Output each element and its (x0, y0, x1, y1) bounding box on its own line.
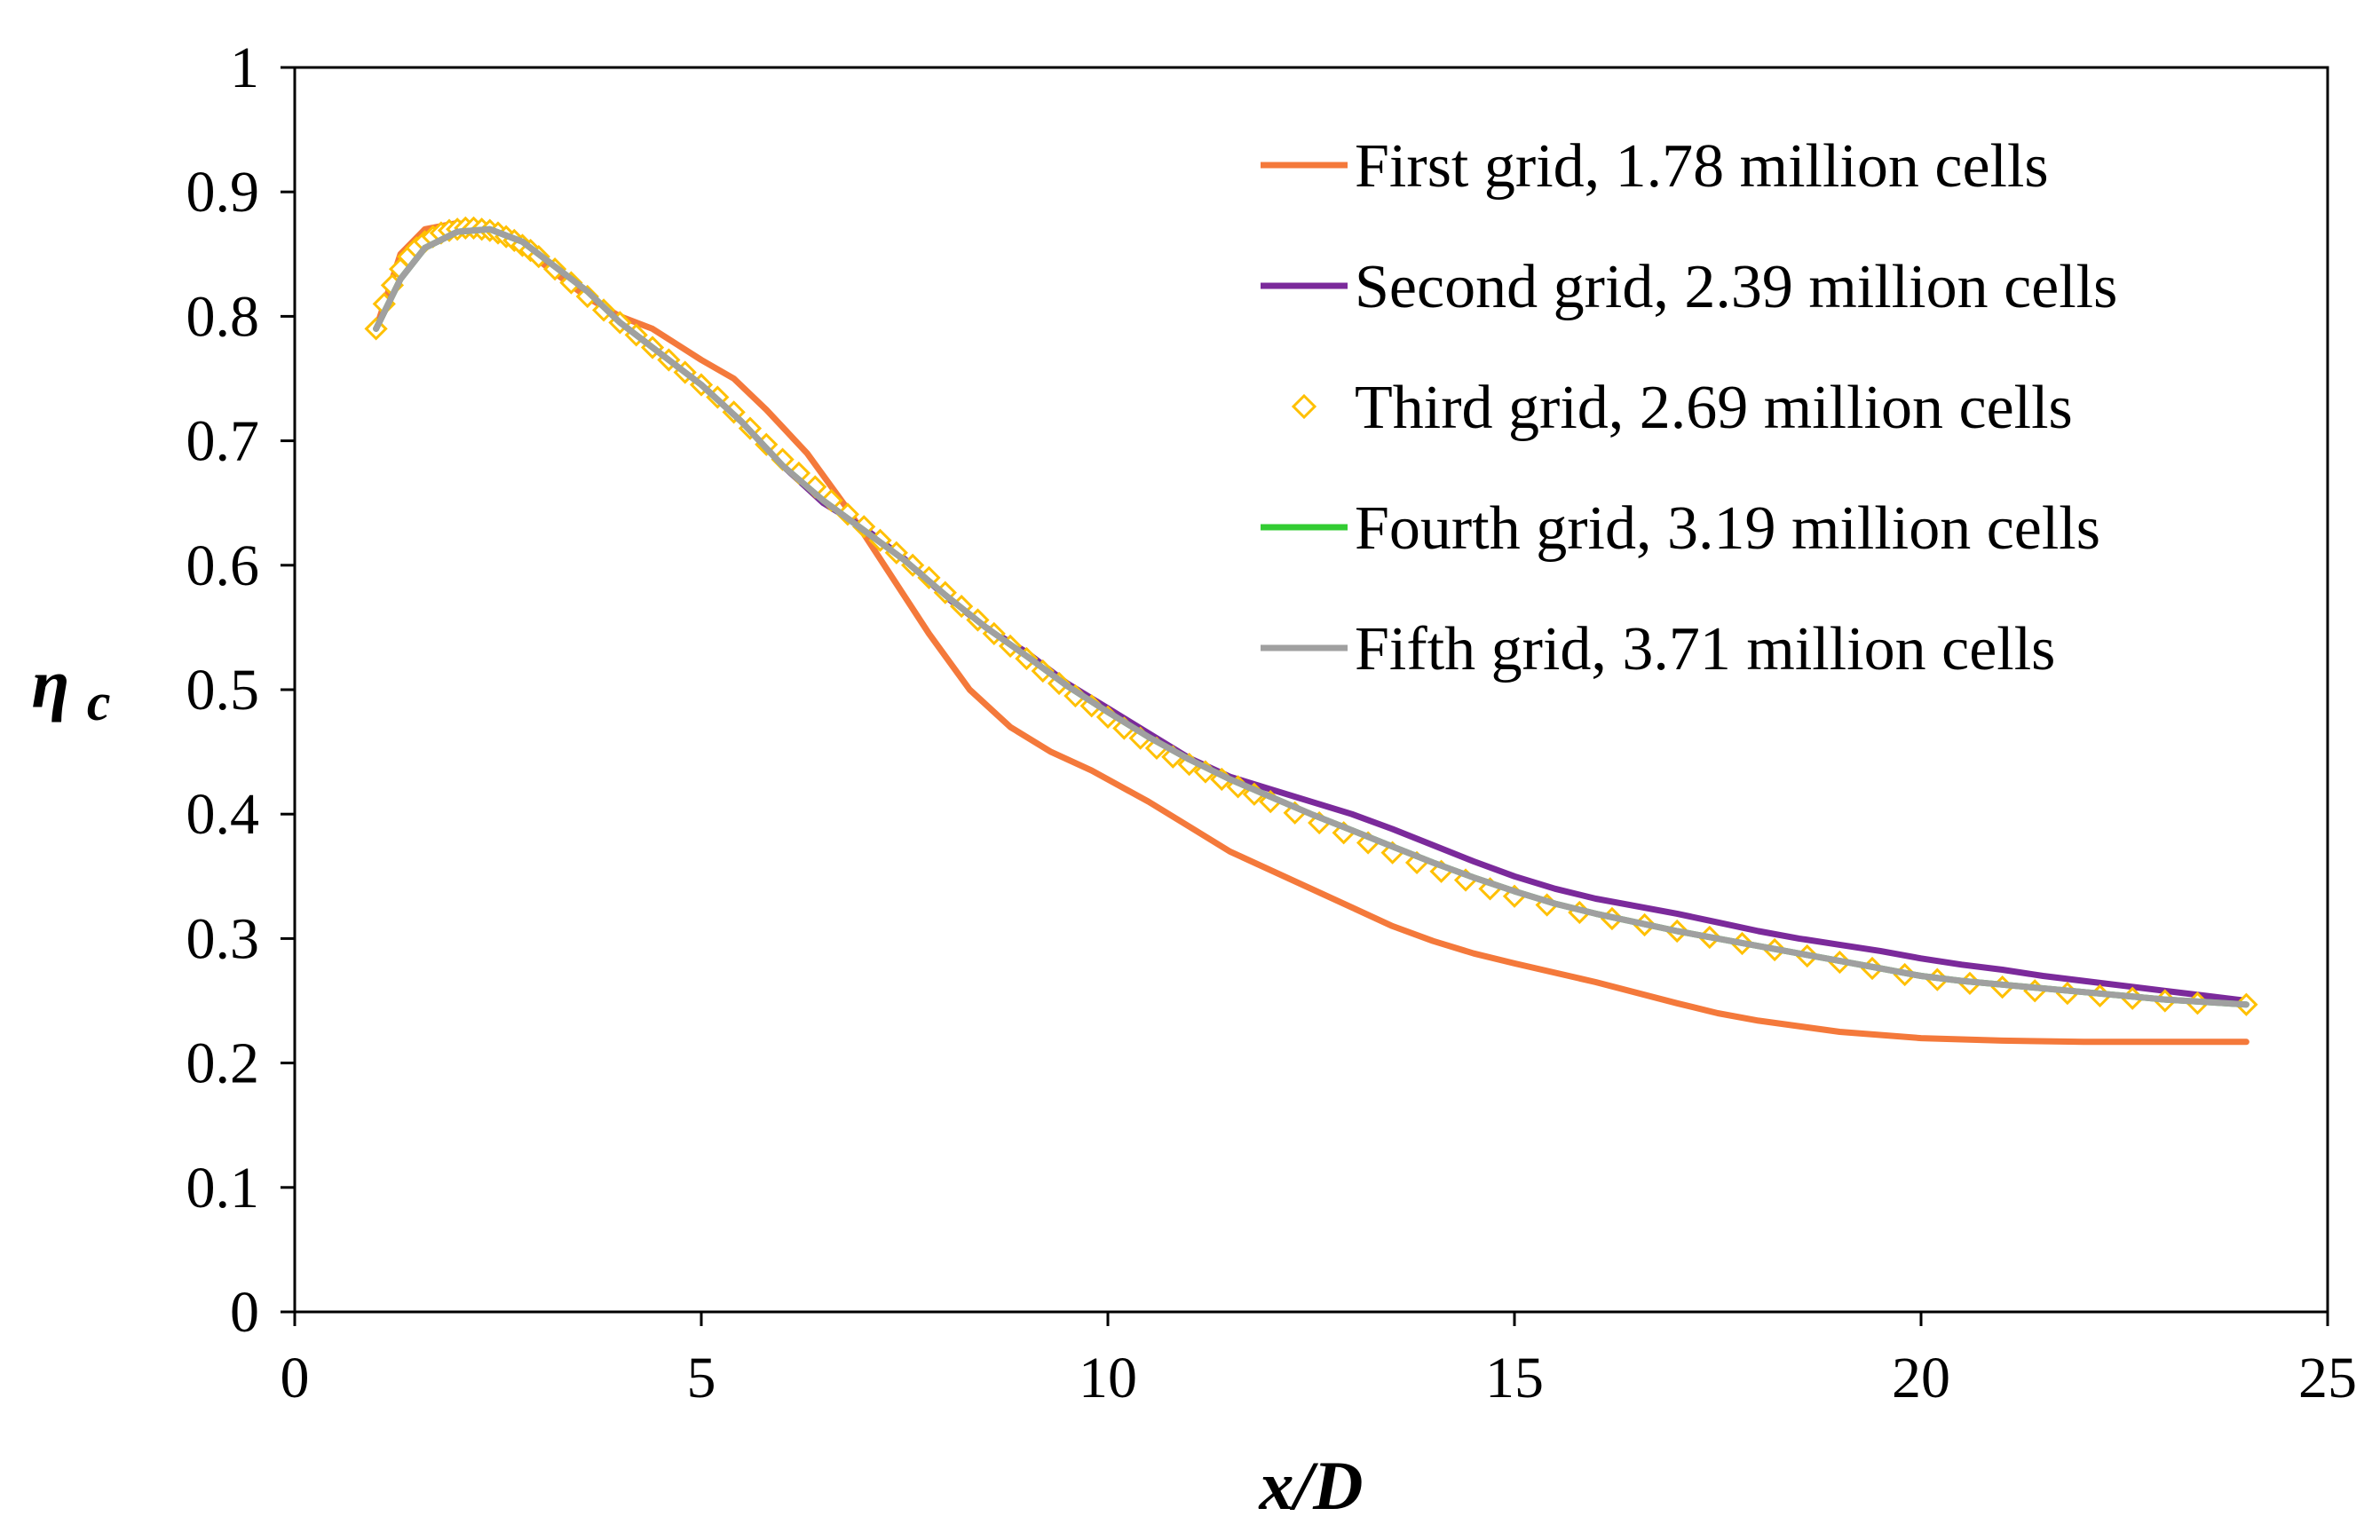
series-line (373, 225, 2250, 1008)
series-layer (364, 216, 2258, 1046)
legend-label: First grid, 1.78 million cells (1355, 132, 2049, 201)
legend-item: Fifth grid, 3.71 million cells (1261, 615, 2055, 683)
legend-item: Second grid, 2.39 million cells (1261, 253, 2117, 321)
series-line (373, 219, 2250, 1046)
legend-item: First grid, 1.78 million cells (1261, 132, 2049, 201)
y-tick-label: 0.5 (186, 658, 260, 723)
legend-label: Fourth grid, 3.19 million cells (1355, 494, 2100, 563)
y-axis-title-subscript: c (87, 673, 111, 731)
x-tick-label: 25 (2298, 1346, 2357, 1410)
y-tick-label: 0.1 (186, 1156, 260, 1220)
y-tick-label: 0.8 (186, 284, 260, 349)
y-tick-label: 0.2 (186, 1031, 260, 1096)
legend-swatch (1291, 393, 1317, 420)
x-tick-label: 15 (1485, 1346, 1544, 1410)
y-tick-label: 0.7 (186, 409, 260, 474)
series-fifth-grid (373, 225, 2250, 1008)
legend-label: Second grid, 2.39 million cells (1355, 253, 2117, 321)
x-tick-label: 0 (281, 1346, 310, 1410)
y-axis-ticks: 0 0.1 0.2 0.3 0.4 0.5 0.6 0.7 0.8 0.9 1 (186, 36, 295, 1345)
legend-item: Third grid, 2.69 million cells (1291, 374, 2073, 442)
y-tick-label: 0.6 (186, 533, 260, 598)
legend-item: Fourth grid, 3.19 million cells (1261, 494, 2100, 563)
series-first-grid (373, 219, 2250, 1046)
x-tick-label: 5 (687, 1346, 716, 1410)
y-axis-title: η c (32, 645, 111, 731)
y-axis-title-main: η (32, 645, 70, 723)
legend-label: Fifth grid, 3.71 million cells (1355, 615, 2055, 683)
x-tick-label: 10 (1079, 1346, 1137, 1410)
y-tick-label: 0 (230, 1280, 259, 1345)
y-tick-label: 1 (230, 36, 259, 100)
y-tick-label: 0.9 (186, 160, 260, 225)
legend: First grid, 1.78 million cells Second gri… (1261, 132, 2117, 683)
y-tick-label: 0.4 (186, 782, 260, 847)
legend-label: Third grid, 2.69 million cells (1355, 374, 2073, 442)
x-axis-ticks: 0 5 10 15 20 25 (281, 1312, 2357, 1410)
y-tick-label: 0.3 (186, 906, 260, 971)
x-tick-label: 20 (1892, 1346, 1950, 1410)
x-axis-title: x/D (1259, 1447, 1364, 1524)
